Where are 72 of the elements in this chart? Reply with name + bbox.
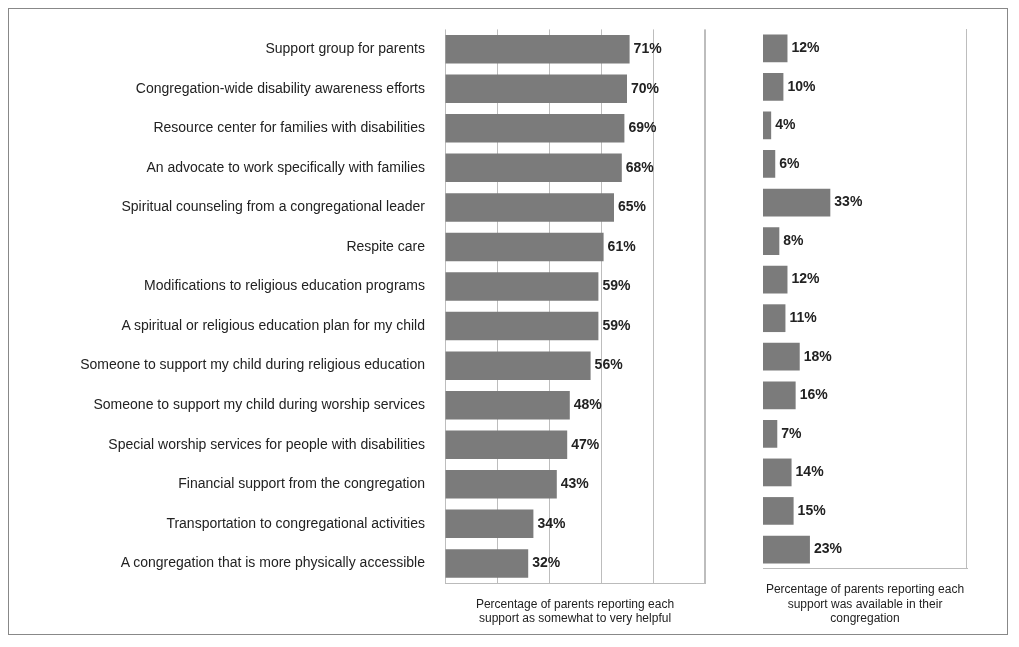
- bar: [445, 470, 557, 499]
- data-label: 61%: [607, 237, 637, 254]
- data-label: 68%: [625, 158, 655, 175]
- data-label: 4%: [775, 116, 796, 133]
- bar: [445, 509, 534, 539]
- bar: [445, 390, 570, 420]
- data-label: 6%: [779, 154, 801, 171]
- data-label: 59%: [602, 316, 631, 333]
- data-label: 11%: [789, 309, 818, 326]
- bar: [763, 150, 776, 178]
- bar: [763, 458, 792, 487]
- bar: [763, 381, 796, 410]
- bar: [763, 188, 831, 217]
- y-tick-label: Transportation to congregational activities: [166, 514, 425, 531]
- bar: [763, 265, 788, 294]
- y-tick-label: Congregation-wide disability awareness efforts: [135, 79, 425, 96]
- y-tick-label: Special worship services for people with disabilities: [108, 435, 425, 452]
- y-tick-label: Modifications to religious education programs: [144, 277, 425, 294]
- data-label: 12%: [791, 270, 821, 287]
- y-tick-label: Someone to support my child during religious education: [80, 356, 425, 373]
- data-label: 18%: [803, 347, 833, 364]
- bar: [445, 193, 614, 222]
- data-label: 32%: [532, 554, 561, 571]
- data-label: 59%: [602, 277, 631, 294]
- x-axis-title: Percentage of parents reporting each support was available in their congregation: [765, 582, 965, 626]
- bar: [763, 111, 772, 140]
- data-label: 69%: [628, 119, 657, 136]
- data-label: 56%: [594, 356, 624, 373]
- y-tick-label: Spiritual counseling from a congregational leader: [121, 198, 426, 215]
- data-label: 23%: [813, 540, 843, 557]
- y-tick-label: Respite care: [346, 237, 426, 254]
- data-label: 8%: [783, 231, 805, 248]
- bar: [445, 232, 604, 262]
- bar: [763, 227, 780, 255]
- bar: [445, 114, 625, 143]
- bar: [763, 304, 786, 333]
- data-label: 12%: [791, 39, 821, 56]
- x-axis-title: Percentage of parents reporting each support as somewhat to very helpful: [475, 596, 675, 626]
- bar: [445, 34, 630, 64]
- data-label: 70%: [631, 79, 660, 96]
- data-label: 43%: [560, 475, 590, 492]
- data-label: 34%: [537, 514, 566, 531]
- bar: [763, 535, 810, 564]
- data-label: 10%: [787, 77, 816, 94]
- bar: [763, 497, 794, 525]
- y-tick-label: Support group for parents: [265, 40, 425, 57]
- y-tick-label: An advocate to work specifically with families: [146, 158, 425, 175]
- bar: [445, 272, 599, 301]
- y-tick-label: A spiritual or religious education plan for my child: [121, 316, 425, 333]
- bar: [763, 72, 784, 101]
- bar: [445, 549, 529, 578]
- bar: [763, 419, 778, 448]
- bar: [445, 430, 568, 459]
- y-tick-label: A congregation that is more physically accessible: [120, 554, 426, 571]
- y-tick-label: Financial support from the congregation: [178, 475, 425, 492]
- data-label: 33%: [834, 193, 863, 210]
- data-label: 16%: [799, 386, 829, 403]
- bar: [445, 153, 622, 183]
- data-label: 7%: [781, 424, 803, 441]
- data-label: 47%: [571, 435, 600, 452]
- data-label: 14%: [795, 463, 825, 480]
- data-label: 65%: [618, 198, 647, 215]
- bar: [445, 74, 627, 103]
- y-tick-label: Resource center for families with disabilities: [153, 119, 425, 136]
- y-tick-label: Someone to support my child during worship services: [93, 396, 425, 413]
- data-label: 71%: [633, 40, 663, 57]
- bar: [763, 34, 788, 63]
- bar: [763, 342, 800, 371]
- data-label: 48%: [573, 396, 603, 413]
- bar: [445, 311, 599, 341]
- data-label: 15%: [797, 501, 827, 518]
- bar: [445, 351, 591, 380]
